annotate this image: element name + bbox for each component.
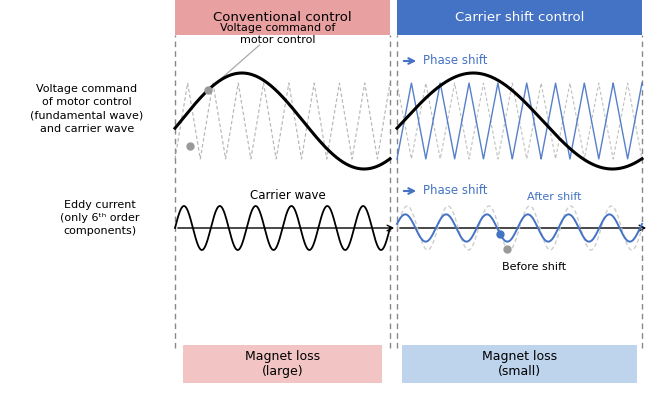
Bar	[175, 0, 390, 35]
Text: Magnet loss
(small): Magnet loss (small)	[482, 350, 557, 378]
Text: Magnet loss
(large): Magnet loss (large)	[245, 350, 320, 378]
Text: Conventional control: Conventional control	[213, 11, 352, 24]
Text: Voltage command
of motor control
(fundamental wave)
and carrier wave: Voltage command of motor control (fundam…	[31, 84, 144, 134]
Text: Phase shift: Phase shift	[423, 184, 488, 198]
Text: After shift: After shift	[527, 192, 582, 202]
Text: Carrier wave: Carrier wave	[250, 189, 326, 202]
Text: Voltage command of
motor control: Voltage command of motor control	[220, 24, 335, 45]
Text: Before shift: Before shift	[502, 262, 567, 272]
Bar	[402, 345, 637, 383]
Bar	[183, 345, 382, 383]
Text: Phase shift: Phase shift	[423, 55, 488, 68]
Bar	[397, 0, 642, 35]
Text: Eddy current
(only 6ᵗʰ order
components): Eddy current (only 6ᵗʰ order components)	[60, 200, 140, 236]
Text: Carrier shift control: Carrier shift control	[455, 11, 584, 24]
